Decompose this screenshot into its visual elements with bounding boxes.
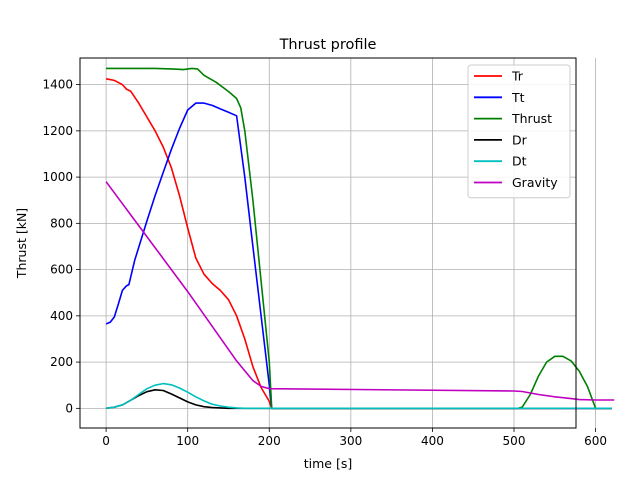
- legend-label: Tt: [511, 90, 525, 105]
- x-tick-label: 600: [584, 434, 607, 448]
- series-line-dt: [105, 382, 612, 410]
- series-line-tr: [105, 78, 612, 410]
- legend-label: Dr: [512, 132, 528, 147]
- x-axis-label: time [s]: [304, 456, 352, 471]
- legend-label: Gravity: [512, 175, 558, 190]
- legend-label: Dt: [512, 154, 527, 169]
- x-tick-label: 0: [102, 434, 110, 448]
- legend-label: Tr: [511, 69, 524, 84]
- y-tick-label: 600: [50, 263, 73, 277]
- y-tick-label: 200: [50, 355, 73, 369]
- y-tick-label: 1000: [42, 170, 73, 184]
- x-tick-label: 500: [503, 434, 526, 448]
- series-line-thrust: [106, 67, 612, 410]
- y-tick-label: 800: [50, 216, 73, 230]
- y-tick-label: 0: [65, 401, 73, 415]
- series-line-gravity: [105, 181, 615, 401]
- x-tick-label: 100: [176, 434, 199, 448]
- legend-label: Thrust: [511, 111, 552, 126]
- x-axis-ticks: 0 100 200 300 400 500 600: [102, 428, 607, 448]
- chart-title: Thrust profile: [279, 37, 377, 53]
- y-tick-label: 1200: [42, 124, 73, 138]
- y-tick-label: 400: [50, 309, 73, 323]
- y-tick-label: 1400: [42, 78, 73, 92]
- x-tick-label: 300: [339, 434, 362, 448]
- legend: Tr Tt Thrust Dr Dt Gravity: [467, 64, 571, 199]
- series-line-tt: [105, 102, 612, 410]
- y-axis-ticks: 0 200 400 600 800 1000 1200 1400: [42, 78, 80, 415]
- plot-lines: [105, 67, 615, 410]
- x-tick-label: 400: [421, 434, 444, 448]
- x-tick-label: 200: [258, 434, 281, 448]
- grid: [80, 58, 596, 428]
- plot-frame: [79, 57, 577, 429]
- y-axis-label: Thrust [kN]: [14, 208, 29, 279]
